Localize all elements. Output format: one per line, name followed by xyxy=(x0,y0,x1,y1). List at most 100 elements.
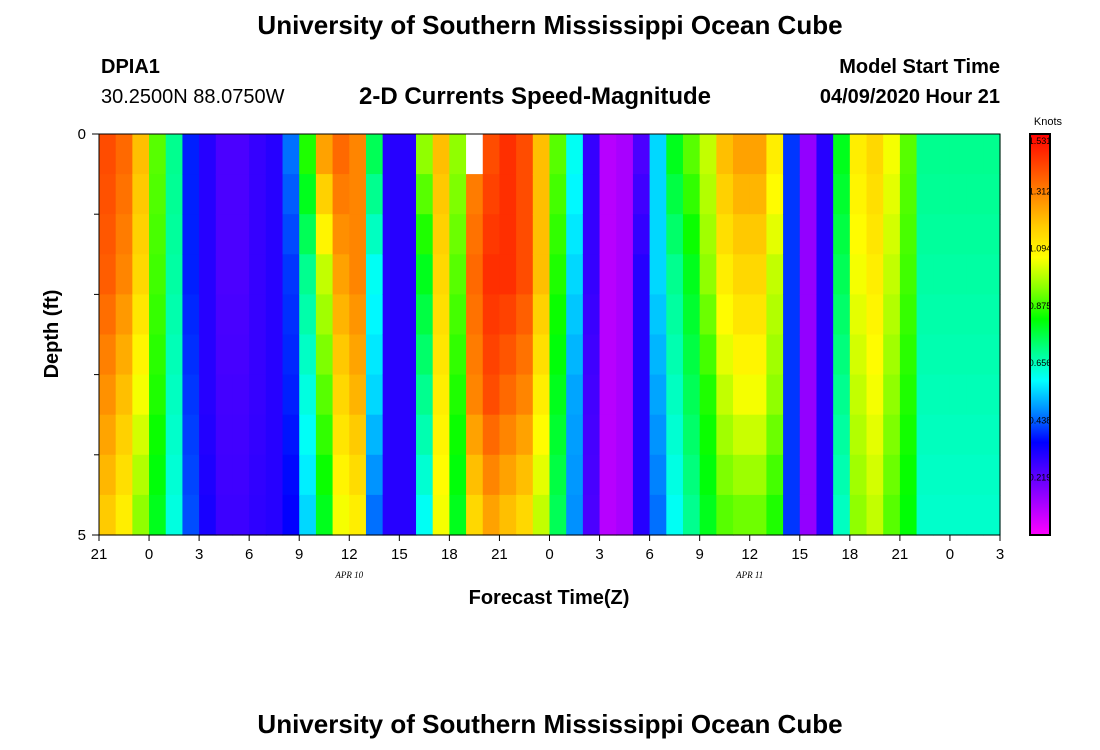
heatmap-cell xyxy=(966,294,984,336)
heatmap-cell xyxy=(532,414,551,456)
heatmap-cell xyxy=(132,294,150,336)
heatmap-cell xyxy=(165,294,184,336)
heatmap-cell xyxy=(199,414,217,456)
heatmap-cell xyxy=(599,294,617,336)
heatmap-cell xyxy=(516,254,534,295)
heatmap-cell xyxy=(99,454,117,496)
heatmap-cell xyxy=(182,214,200,255)
heatmap-cell xyxy=(632,174,651,215)
x-axis: 21 0 3 6 9 12 15 18 21 0 3 6 9 12 15 18 21 0 3 APR 10 APR 11 xyxy=(91,535,1004,580)
heatmap-cell xyxy=(883,254,901,295)
heatmap-cell xyxy=(249,294,267,336)
heatmap-cell xyxy=(482,214,501,255)
heatmap-cell xyxy=(699,254,717,295)
x-tick-label: 9 xyxy=(695,546,703,563)
heatmap-cell xyxy=(749,334,768,376)
heatmap-cell xyxy=(866,374,884,416)
heatmap-cell xyxy=(299,374,317,416)
heatmap-cell xyxy=(599,214,617,255)
heatmap-cell xyxy=(349,254,367,295)
heatmap-cell xyxy=(899,294,918,336)
x-tick-label: 9 xyxy=(295,546,303,563)
heatmap-cell xyxy=(949,214,968,255)
heatmap-cell xyxy=(382,134,400,175)
heatmap-cell xyxy=(99,254,117,295)
heatmap-cell xyxy=(482,254,501,295)
heatmap-cell xyxy=(432,414,450,456)
heatmap-cell xyxy=(199,494,217,536)
heatmap-cell xyxy=(632,334,651,376)
heatmap-cell xyxy=(566,454,584,496)
heatmap-cell xyxy=(382,254,400,295)
colorbar-title: Knots xyxy=(1034,116,1063,128)
heatmap-cell xyxy=(249,454,267,496)
heatmap-cell xyxy=(149,294,167,336)
model-start-label: Model Start Time xyxy=(839,56,1000,78)
heatmap-cell xyxy=(99,494,117,536)
heatmap-cell xyxy=(99,214,117,255)
heatmap-cell xyxy=(516,334,534,376)
heatmap-cell xyxy=(566,174,584,215)
heatmap-cell xyxy=(449,334,467,376)
heatmap-cell xyxy=(249,174,267,215)
heatmap-cell xyxy=(733,414,751,456)
chart-title: University of Southern Mississippi Ocean… xyxy=(257,10,843,40)
station-coordinates: 30.2500N 88.0750W xyxy=(101,86,285,108)
heatmap-cell xyxy=(983,494,1001,536)
heatmap-cell xyxy=(582,454,601,496)
heatmap-cell xyxy=(165,374,184,416)
heatmap-cell xyxy=(933,374,951,416)
heatmap-cell xyxy=(733,454,751,496)
heatmap-cell xyxy=(265,214,284,255)
heatmap-cell xyxy=(816,334,834,376)
heatmap-cell xyxy=(449,494,467,536)
heatmap-cell xyxy=(649,254,667,295)
heatmap-cell xyxy=(916,214,934,255)
heatmap-cell xyxy=(182,334,200,376)
colorbar-tick-label: 0.656 xyxy=(1029,358,1052,368)
heatmap-cell xyxy=(649,494,667,536)
heatmap-cell xyxy=(866,454,884,496)
heatmap-cell xyxy=(749,214,768,255)
heatmap-cell xyxy=(983,214,1001,255)
heatmap-cell xyxy=(582,294,601,336)
heatmap-cell xyxy=(749,254,768,295)
heatmap-cell xyxy=(649,214,667,255)
heatmap-cell xyxy=(966,254,984,295)
heatmap-cell xyxy=(916,294,934,336)
heatmap-cell xyxy=(783,214,801,255)
heatmap-cell xyxy=(499,414,517,456)
heatmap-cell xyxy=(733,254,751,295)
heatmap-cell xyxy=(933,294,951,336)
heatmap-cell xyxy=(699,494,717,536)
heatmap-cell xyxy=(833,334,851,376)
heatmap-cell xyxy=(799,134,818,175)
heatmap-cell xyxy=(949,254,968,295)
heatmap-cell xyxy=(482,134,501,175)
heatmap-cell xyxy=(833,174,851,215)
heatmap-cell xyxy=(516,174,534,215)
heatmap-cell xyxy=(416,494,434,536)
heatmap-cell xyxy=(883,134,901,175)
heatmap-cell xyxy=(265,294,284,336)
heatmap-cell xyxy=(799,214,818,255)
heatmap-cell xyxy=(582,254,601,295)
heatmap-cell xyxy=(399,374,417,416)
heatmap-cell xyxy=(966,414,984,456)
heatmap-cell xyxy=(833,414,851,456)
heatmap-cell xyxy=(199,134,217,175)
heatmap-cell xyxy=(115,414,133,456)
heatmap-cell xyxy=(182,374,200,416)
heatmap-cell xyxy=(582,174,601,215)
heatmap-cell xyxy=(382,454,400,496)
x-tick-label: 21 xyxy=(892,546,909,563)
heatmap-cell xyxy=(215,214,234,255)
heatmap-cell xyxy=(833,454,851,496)
heatmap-cell xyxy=(816,374,834,416)
heatmap-cell xyxy=(466,454,484,496)
heatmap-cell xyxy=(899,494,918,536)
heatmap-cell xyxy=(783,294,801,336)
heatmap-cell xyxy=(766,294,784,336)
heatmap-cell xyxy=(215,414,234,456)
heatmap-cell xyxy=(215,174,234,215)
